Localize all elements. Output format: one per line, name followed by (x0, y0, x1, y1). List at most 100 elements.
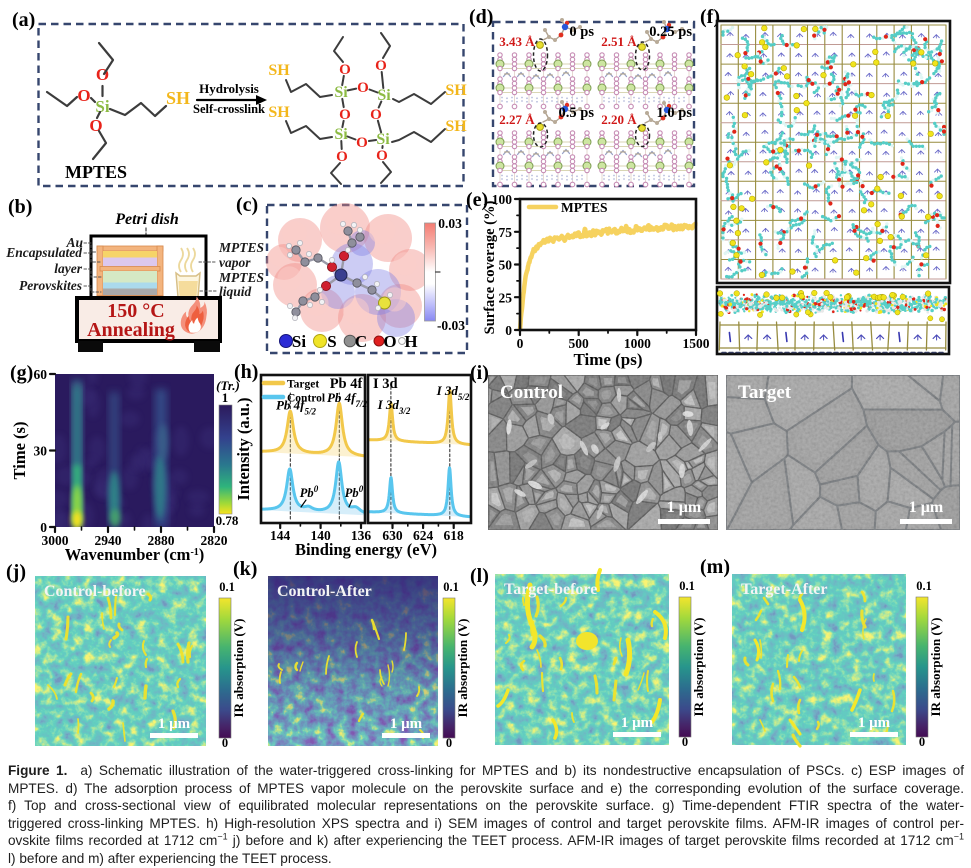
svg-text:layer: layer (54, 261, 82, 276)
svg-text:Si: Si (377, 87, 391, 104)
svg-text:144: 144 (270, 528, 291, 543)
svg-text:H: H (404, 332, 417, 351)
svg-text:25: 25 (499, 290, 513, 305)
svg-text:0: 0 (517, 336, 524, 351)
svg-text:O: O (383, 332, 396, 351)
svg-text:C: C (355, 332, 367, 351)
svg-text:Si: Si (376, 131, 390, 148)
svg-text:2880: 2880 (148, 533, 175, 548)
svg-text:Petri dish: Petri dish (114, 211, 179, 228)
svg-text:624: 624 (413, 528, 434, 543)
svg-text:2820: 2820 (201, 533, 228, 548)
svg-text:0.1: 0.1 (679, 579, 695, 593)
svg-text:0.1: 0.1 (443, 580, 459, 594)
svg-text:Binding energy (eV): Binding energy (eV) (295, 540, 437, 559)
svg-text:O: O (375, 58, 387, 74)
svg-text:liquid: liquid (219, 284, 252, 299)
svg-text:I 3d5/2: I 3d5/2 (436, 383, 470, 402)
svg-text:Time (ps): Time (ps) (573, 350, 642, 369)
svg-text:Control: Control (500, 382, 563, 403)
svg-text:vapor: vapor (219, 255, 251, 270)
svg-text:Time (s): Time (s) (10, 422, 29, 480)
svg-text:0.25 ps: 0.25 ps (649, 24, 692, 40)
svg-text:0.1: 0.1 (916, 579, 932, 593)
svg-text:Pb 4f: Pb 4f (330, 376, 363, 392)
svg-text:60: 60 (34, 367, 48, 382)
svg-text:0: 0 (446, 736, 452, 750)
svg-text:0: 0 (919, 735, 925, 749)
svg-text:SH: SH (268, 104, 290, 121)
svg-text:Surface coverage (%): Surface coverage (%) (482, 200, 498, 334)
svg-text:Encapsulated: Encapsulated (5, 245, 82, 260)
svg-text:O: O (336, 149, 348, 165)
svg-text:0 ps: 0 ps (569, 24, 594, 40)
svg-text:(Tr.): (Tr.) (216, 378, 240, 393)
svg-text:2940: 2940 (95, 533, 122, 548)
svg-text:O: O (339, 62, 351, 78)
svg-text:Pb0: Pb0 (345, 484, 364, 500)
svg-text:SH: SH (445, 82, 467, 99)
svg-text:1 μm: 1 μm (909, 499, 944, 516)
svg-text:150 °C: 150 °C (107, 300, 164, 322)
svg-text:1: 1 (222, 390, 229, 405)
svg-text:2.51 Å: 2.51 Å (601, 34, 637, 49)
svg-text:500: 500 (569, 336, 590, 351)
svg-text:1.0 ps: 1.0 ps (657, 105, 693, 121)
svg-text:MPTES: MPTES (218, 270, 264, 285)
svg-text:1 μm: 1 μm (158, 716, 191, 732)
svg-text:S: S (327, 332, 336, 351)
svg-text:O: O (370, 107, 382, 123)
svg-text:Wavenumber (cm-1): Wavenumber (cm-1) (65, 545, 205, 564)
svg-text:3.43 Å: 3.43 Å (499, 34, 535, 49)
svg-text:IR absorption (V): IR absorption (V) (691, 618, 706, 717)
svg-text:Si: Si (292, 332, 306, 351)
svg-text:Target: Target (738, 382, 792, 403)
svg-text:0: 0 (222, 736, 228, 750)
svg-text:0.5 ps: 0.5 ps (559, 105, 595, 121)
svg-text:140: 140 (310, 528, 331, 543)
svg-text:MPTES: MPTES (218, 240, 264, 255)
svg-text:30: 30 (34, 444, 48, 459)
svg-text:SH: SH (268, 62, 290, 79)
svg-text:IR absorption (V): IR absorption (V) (455, 619, 470, 718)
svg-text:O: O (376, 148, 388, 164)
svg-text:O: O (356, 135, 368, 151)
svg-text:136: 136 (351, 528, 372, 543)
svg-text:IR absorption (V): IR absorption (V) (928, 618, 943, 717)
svg-text:1 μm: 1 μm (621, 715, 654, 731)
svg-text:Control-After: Control-After (277, 583, 372, 600)
svg-text:O: O (357, 80, 369, 96)
svg-text:Target-before: Target-before (504, 581, 597, 598)
svg-text:Perovskites: Perovskites (19, 278, 82, 293)
svg-text:Si: Si (334, 84, 348, 101)
svg-text:Control-before: Control-before (44, 583, 146, 600)
svg-text:MPTES: MPTES (561, 200, 608, 215)
svg-text:Annealing: Annealing (87, 319, 175, 341)
svg-text:1 μm: 1 μm (858, 715, 891, 731)
svg-text:SH: SH (166, 88, 190, 108)
svg-text:Target: Target (287, 379, 319, 391)
svg-text:1500: 1500 (683, 336, 710, 351)
svg-text:50: 50 (499, 258, 513, 273)
svg-text:MPTES: MPTES (65, 162, 127, 182)
svg-text:Intensity (a.u.): Intensity (a.u.) (234, 397, 253, 500)
svg-text:0: 0 (682, 735, 688, 749)
svg-text:-0.03: -0.03 (437, 318, 465, 333)
svg-text:100: 100 (492, 192, 513, 207)
svg-text:0.78: 0.78 (216, 513, 239, 528)
svg-text:O: O (339, 107, 351, 123)
svg-text:Hydrolysis: Hydrolysis (199, 81, 259, 96)
svg-text:SH: SH (445, 118, 467, 135)
svg-text:0: 0 (505, 323, 512, 338)
svg-text:Au: Au (65, 235, 83, 250)
svg-text:I 3d3/2: I 3d3/2 (377, 397, 411, 416)
svg-text:IR absorption (V): IR absorption (V) (231, 619, 246, 718)
svg-text:Si: Si (95, 97, 109, 116)
svg-text:O: O (77, 86, 90, 105)
svg-text:Pb0: Pb0 (300, 484, 319, 500)
svg-text:0.1: 0.1 (219, 580, 235, 594)
svg-text:0: 0 (40, 520, 47, 535)
svg-text:Control: Control (287, 393, 325, 405)
svg-text:2.27 Å: 2.27 Å (499, 112, 535, 127)
svg-text:75: 75 (499, 225, 513, 240)
